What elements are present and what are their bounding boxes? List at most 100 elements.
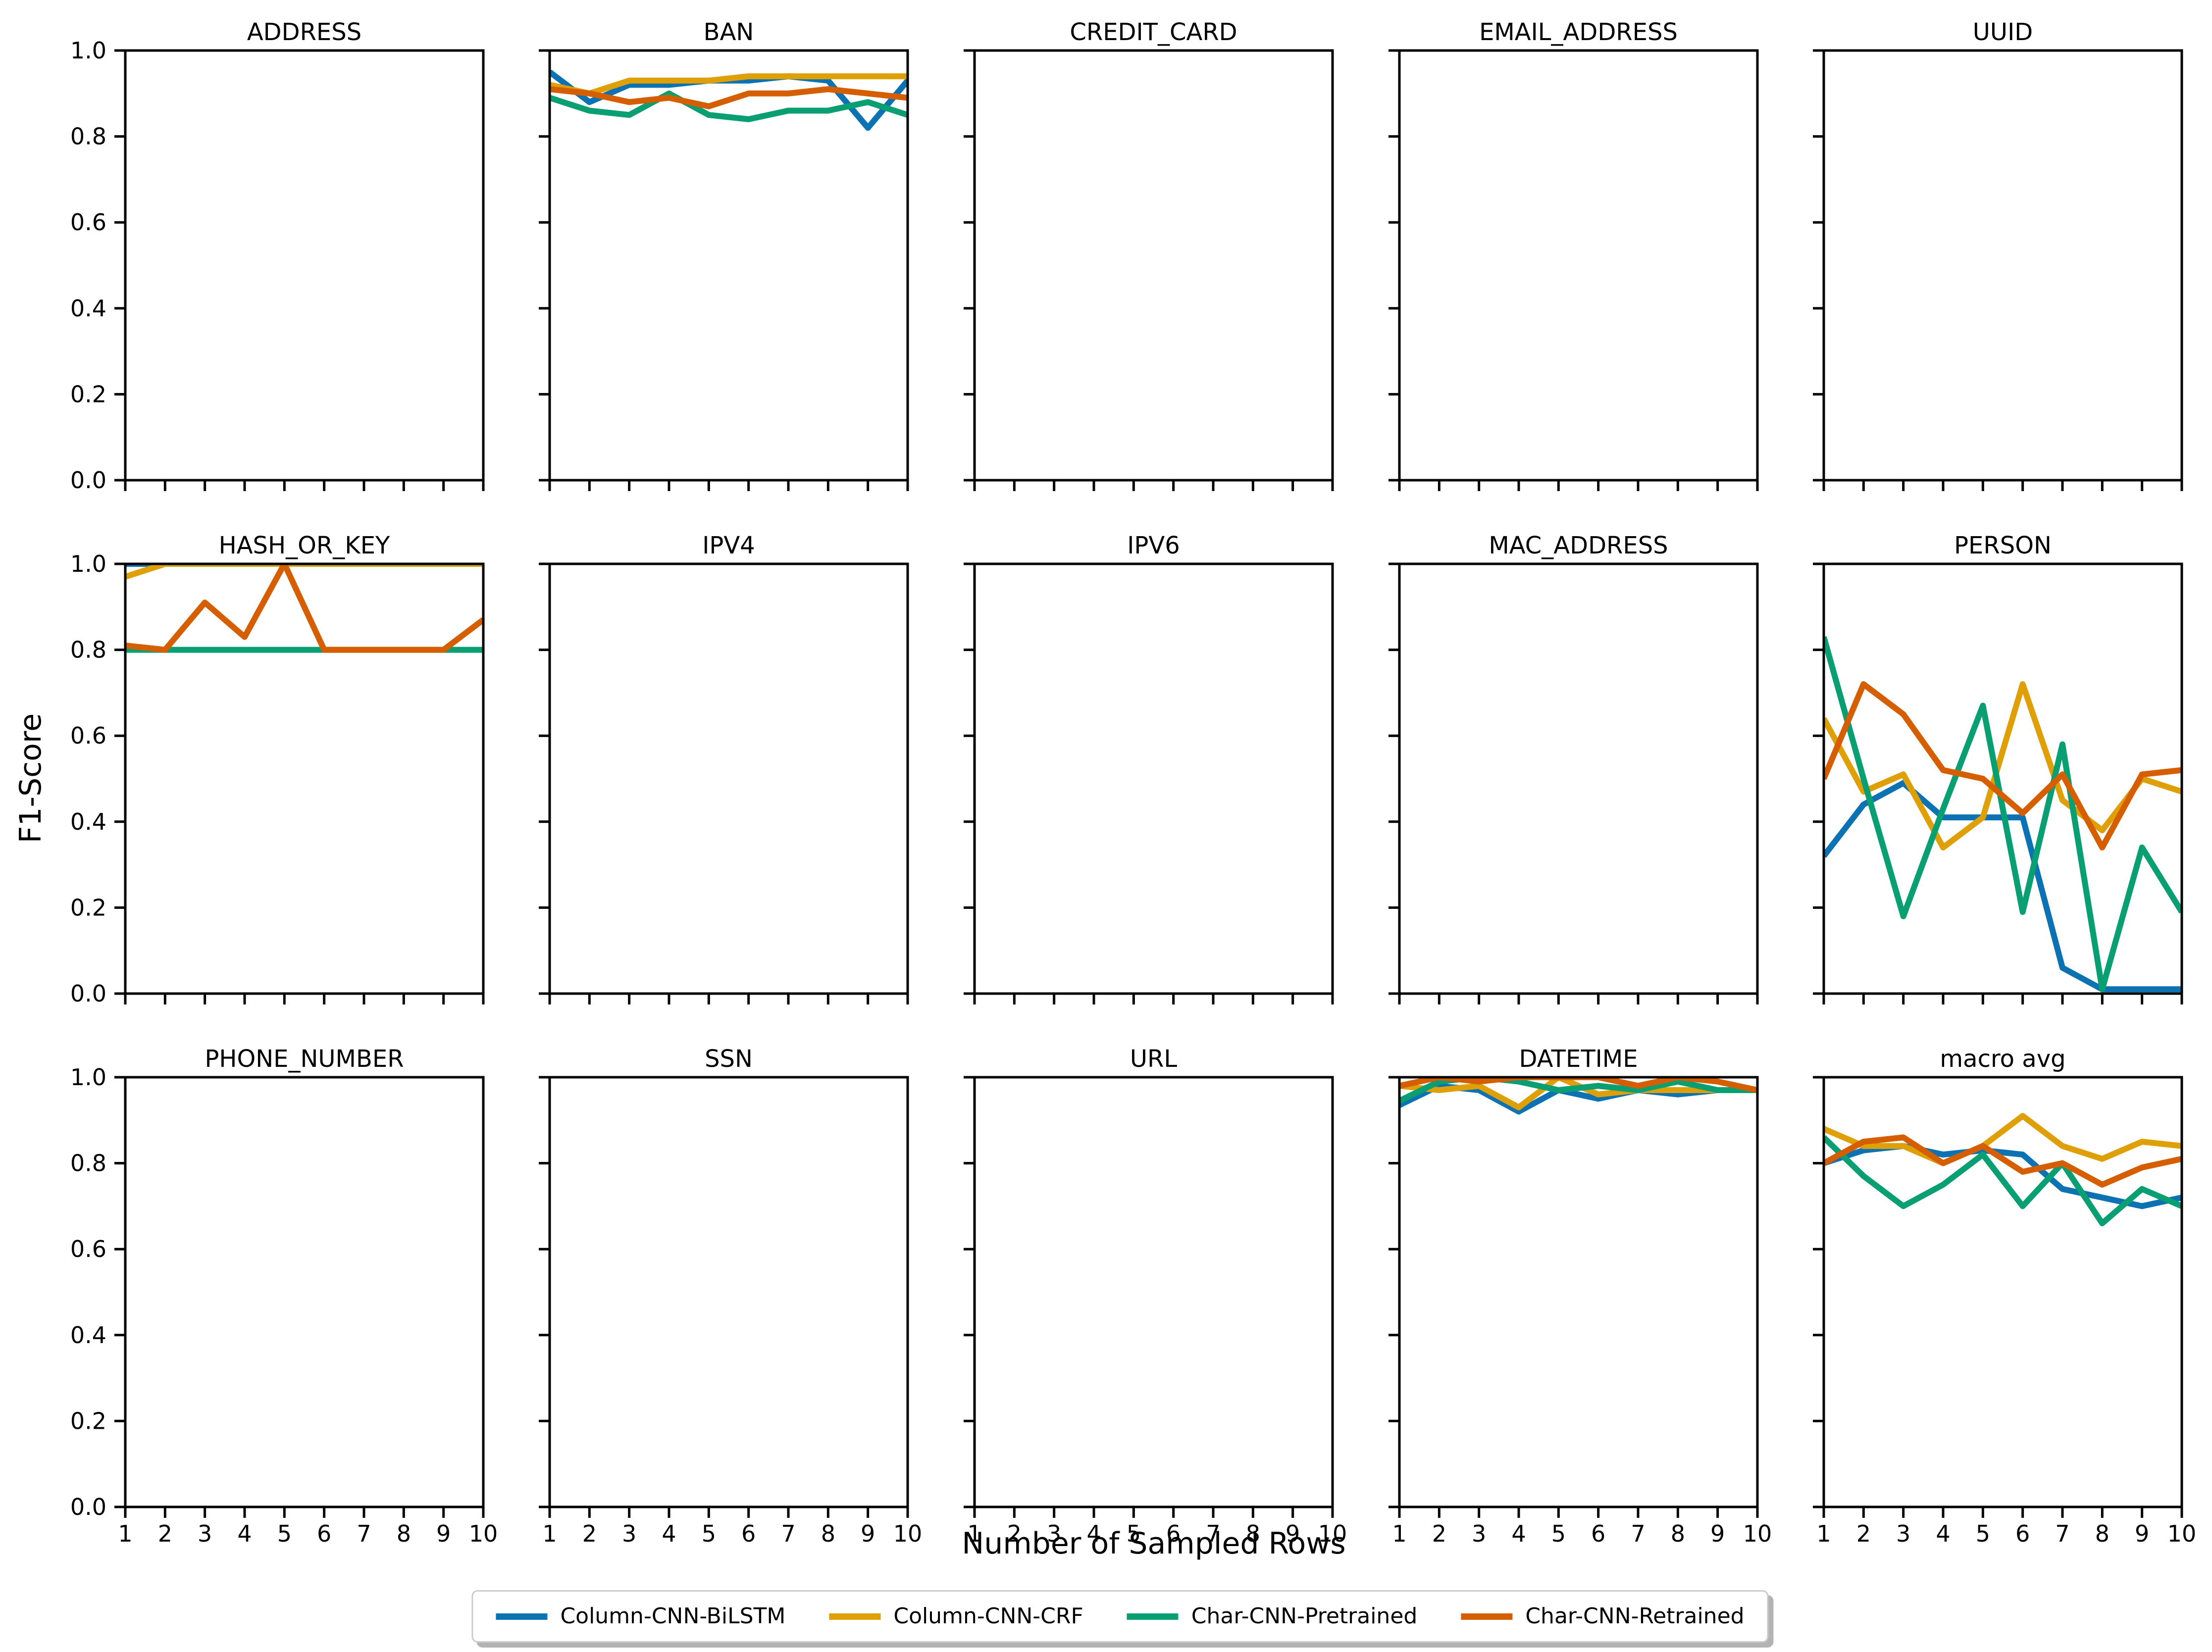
x-tick-label: 4 xyxy=(237,1520,252,1547)
subplot-uuid: UUID xyxy=(1813,18,2183,491)
x-tick-label: 5 xyxy=(1976,1520,1990,1547)
x-tick-label: 4 xyxy=(1936,1520,1950,1547)
axes-frame xyxy=(1822,1076,2183,1508)
axes-uuid xyxy=(1813,49,2183,491)
axes-datetime: 1 2 3 4 5 6 7 8 9 10 xyxy=(1389,1076,1772,1547)
subplot-hash-or-key: HASH_OR_KEY 0.0 0.2 0.4 0.6 0.8 1.0 xyxy=(70,532,485,1007)
x-tick-label: 10 xyxy=(1318,1520,1347,1547)
x-tick-label: 10 xyxy=(2167,1520,2197,1547)
axes-frame xyxy=(124,1076,485,1508)
subplot-title: BAN xyxy=(703,18,754,46)
x-tick-label: 1 xyxy=(1816,1520,1831,1547)
x-tick-label: 10 xyxy=(469,1520,498,1547)
y-tick-label: 0.0 xyxy=(70,1494,106,1520)
line-column-cnn-crf xyxy=(550,73,908,97)
x-tick-label: 8 xyxy=(1246,1520,1260,1547)
axes-frame xyxy=(548,562,909,995)
x-tick-label: 7 xyxy=(1206,1520,1220,1547)
x-tick-label: 9 xyxy=(1286,1520,1300,1547)
x-tick-label: 2 xyxy=(582,1520,597,1547)
subplot-title: HASH_OR_KEY xyxy=(218,532,390,559)
subplot-title: IPV4 xyxy=(702,532,755,559)
axes-person xyxy=(1813,562,2183,1004)
x-tick-label: 1 xyxy=(118,1520,132,1547)
line-char-cnn-retrained xyxy=(1824,1134,2182,1188)
legend-label: Column-CNN-CRF xyxy=(893,1603,1083,1629)
legend-item-char-cnn-pretrained: Char-CNN-Pretrained xyxy=(1127,1603,1417,1629)
line-column-cnn-crf xyxy=(1824,1113,2182,1166)
axes-frame xyxy=(548,49,909,482)
subplot-title: DATETIME xyxy=(1519,1045,1638,1073)
legend-swatch-icon xyxy=(1127,1613,1179,1620)
x-tick-label: 1 xyxy=(967,1520,981,1547)
axes-ipv6 xyxy=(964,562,1334,1004)
y-tick-label: 0.4 xyxy=(70,1322,106,1349)
legend-item-column-cnn-crf: Column-CNN-CRF xyxy=(829,1603,1083,1629)
x-axis-label: Number of Sampled Rows xyxy=(962,1526,1346,1561)
axes-ipv4 xyxy=(539,562,909,1004)
x-tick-label: 4 xyxy=(662,1520,676,1547)
axes-address: 0.0 0.2 0.4 0.6 0.8 1.0 xyxy=(70,37,485,494)
axes-frame xyxy=(1398,49,1759,482)
x-tick-label: 1 xyxy=(1392,1520,1406,1547)
subplot-title: UUID xyxy=(1972,18,2033,46)
y-tick-label: 1.0 xyxy=(70,1064,106,1091)
x-tick-label: 8 xyxy=(2095,1520,2109,1547)
x-tick-label: 7 xyxy=(781,1520,795,1547)
x-tick-label: 3 xyxy=(1472,1520,1486,1547)
y-tick-label: 1.0 xyxy=(70,37,106,64)
subplot-title: CREDIT_CARD xyxy=(1070,18,1237,46)
line-column-cnn-crf xyxy=(1824,681,2182,851)
x-tick-label: 10 xyxy=(1743,1520,1772,1547)
subplot-mac-address: MAC_ADDRESS xyxy=(1389,532,1759,1004)
axes-frame xyxy=(973,49,1334,482)
x-tick-label: 9 xyxy=(861,1520,875,1547)
y-tick-label: 0.2 xyxy=(70,381,106,407)
axes-frame xyxy=(973,562,1334,995)
y-tick-label: 0.6 xyxy=(70,722,106,749)
x-tick-label: 9 xyxy=(2135,1520,2149,1547)
x-tick-label: 3 xyxy=(198,1520,212,1547)
x-tick-label: 2 xyxy=(158,1520,172,1547)
axes-frame xyxy=(124,49,485,482)
subplot-title: ADDRESS xyxy=(247,18,362,46)
subplot-credit-card: CREDIT_CARD xyxy=(964,18,1334,491)
x-tick-label: 6 xyxy=(317,1520,331,1547)
x-tick-label: 5 xyxy=(277,1520,292,1547)
subplot-url: URL 1 2 3 4 5 6 7 8 9 10 xyxy=(964,1045,1347,1547)
axes-hash-or-key: 0.0 0.2 0.4 0.6 0.8 1.0 xyxy=(70,551,485,1007)
x-tick-label: 9 xyxy=(1710,1520,1725,1547)
x-tick-label: 7 xyxy=(357,1520,371,1547)
x-tick-label: 8 xyxy=(821,1520,835,1547)
y-tick-label: 0.6 xyxy=(70,209,106,236)
subplot-address: ADDRESS 0.0 0.2 0.4 0.6 0.8 1.0 xyxy=(70,18,485,494)
x-tick-label: 5 xyxy=(1127,1520,1141,1547)
x-tick-label: 2 xyxy=(1432,1520,1446,1547)
subplot-email-address: EMAIL_ADDRESS xyxy=(1389,18,1759,491)
subplot-title: IPV6 xyxy=(1127,532,1180,559)
subplot-title: SSN xyxy=(705,1045,753,1073)
y-tick-label: 0.4 xyxy=(70,808,106,835)
subplot-person: PERSON xyxy=(1813,532,2183,1004)
line-char-cnn-retrained xyxy=(1824,681,2182,851)
subplot-ipv4: IPV4 xyxy=(539,532,909,1004)
x-tick-label: 6 xyxy=(1591,1520,1605,1547)
y-tick-label: 0.0 xyxy=(70,467,106,494)
x-tick-label: 8 xyxy=(397,1520,411,1547)
x-tick-label: 2 xyxy=(1007,1520,1022,1547)
line-char-cnn-pretrained xyxy=(1824,636,2182,993)
x-tick-label: 6 xyxy=(741,1520,756,1547)
axes-phone-number: 1 2 3 4 5 6 7 8 9 10 0.0 0.2 0.4 0.6 0.8 1.0 xyxy=(70,1064,498,1547)
y-tick-label: 0.6 xyxy=(70,1236,106,1262)
axes-frame xyxy=(1822,562,2183,995)
y-axis-label: F1-Score xyxy=(13,713,48,844)
axes-url: 1 2 3 4 5 6 7 8 9 10 xyxy=(964,1076,1347,1547)
subplot-title: PHONE_NUMBER xyxy=(205,1045,404,1073)
line-char-cnn-pretrained xyxy=(550,90,908,122)
x-tick-label: 5 xyxy=(1551,1520,1566,1547)
x-tick-label: 7 xyxy=(1631,1520,1645,1547)
y-tick-label: 0.2 xyxy=(70,894,106,921)
subplot-macro-avg: macro avg 1 2 3 4 5 6 7 8 9 10 xyxy=(1813,1045,2196,1547)
x-tick-label: 8 xyxy=(1671,1520,1685,1547)
